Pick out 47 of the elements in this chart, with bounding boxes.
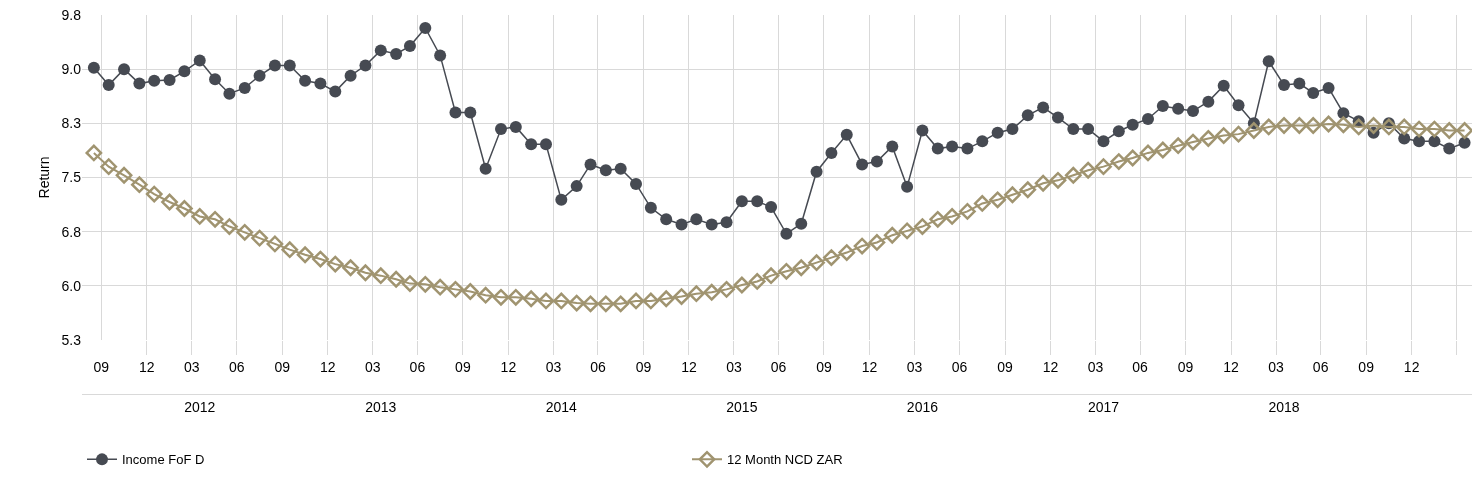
x2-tick-label: 2017 <box>1087 399 1120 416</box>
x-tick-label: 03 <box>365 358 381 375</box>
y-tick-label: 9.8 <box>61 6 82 23</box>
y-tick-label: 5.3 <box>61 331 82 348</box>
x-tick-label: 09 <box>816 358 832 375</box>
x-tick-label: 06 <box>590 358 606 375</box>
y-tick-label: 7.5 <box>61 169 82 186</box>
y-axis-title: Return <box>36 156 53 199</box>
x-tick-label: 09 <box>93 358 110 375</box>
x-tick-label: 03 <box>726 358 742 375</box>
y-tick-label: 8.3 <box>61 115 82 132</box>
x-tick-label: 06 <box>951 358 968 375</box>
x-tick-label: 03 <box>1087 358 1104 375</box>
x2-tick-label: 2013 <box>365 399 397 416</box>
x-tick-label: 03 <box>906 358 923 375</box>
x-tick-label: 06 <box>409 358 426 375</box>
x-tick-label: 03 <box>545 358 562 375</box>
x-tick-label: 06 <box>229 358 245 375</box>
x-tick-label: 12 <box>681 358 697 375</box>
x2-tick-label: 2015 <box>726 399 758 416</box>
x2-tick-label: 2018 <box>1268 399 1300 416</box>
x2-tick-label: 2012 <box>184 399 216 416</box>
y-tick-label: 9.0 <box>61 61 82 78</box>
x-tick-label: 06 <box>1132 358 1149 375</box>
x-tick-label: 09 <box>635 358 652 375</box>
x-tick-label: 12 <box>1042 358 1059 375</box>
x-tick-label: 12 <box>320 358 336 375</box>
x-tick-label: 09 <box>1177 358 1194 375</box>
x-tick-label: 12 <box>139 358 155 375</box>
x-tick-label: 09 <box>274 358 291 375</box>
x-tick-label: 12 <box>500 358 517 375</box>
x-tick-label: 12 <box>1223 358 1240 375</box>
x-tick-label: 09 <box>1358 358 1375 375</box>
x-tick-label: 12 <box>1403 358 1420 375</box>
x-tick-label: 06 <box>1312 358 1329 375</box>
x-tick-label: 03 <box>184 358 200 375</box>
x-tick-label: 09 <box>997 358 1014 375</box>
y-tick-label: 6.0 <box>61 277 82 294</box>
x-tick-label: 06 <box>770 358 787 375</box>
x2-tick-label: 2014 <box>545 399 578 416</box>
x2-tick-label: 2016 <box>906 399 939 416</box>
y-tick-label: 6.8 <box>61 223 82 240</box>
legend-label: Income FoF D <box>122 452 205 468</box>
x-tick-label: 12 <box>861 358 878 375</box>
x-tick-label: 09 <box>455 358 471 375</box>
x-tick-label: 03 <box>1268 358 1285 375</box>
legend-label: 12 Month NCD ZAR <box>727 452 843 468</box>
